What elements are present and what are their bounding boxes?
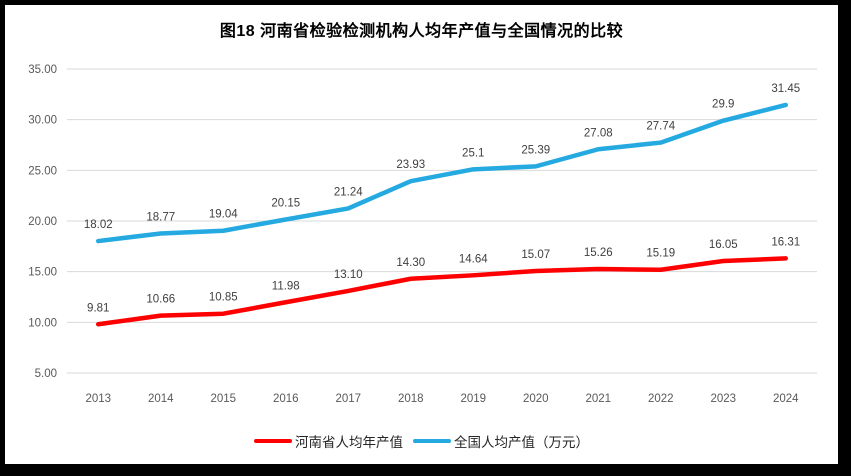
data-label: 27.74 (646, 121, 675, 133)
data-label: 14.30 (396, 257, 425, 269)
y-axis-tick-label: 5.00 (35, 368, 57, 380)
legend-item-national: 全国人均产值（万元） (413, 431, 589, 451)
x-axis-tick-label: 2018 (398, 393, 424, 405)
chart-title: 图18 河南省检验检测机构人均年产值与全国情况的比较 (219, 23, 624, 40)
series-line-1 (96, 102, 788, 244)
data-label: 15.07 (521, 249, 550, 261)
chart-legend: 河南省人均年产值 全国人均产值（万元） (5, 431, 838, 451)
x-axis-tick-label: 2013 (85, 393, 111, 405)
y-axis-tick-label: 20.00 (28, 216, 57, 228)
x-axis-tick-label: 2024 (773, 393, 799, 405)
y-axis-tick-label: 30.00 (28, 115, 57, 127)
x-axis-tick-label: 2020 (523, 393, 549, 405)
data-label: 20.15 (271, 197, 300, 209)
data-label: 13.10 (334, 269, 363, 281)
x-axis-tick-label: 2022 (648, 393, 674, 405)
x-axis-tick-label: 2016 (273, 393, 299, 405)
data-label: 19.04 (209, 209, 238, 221)
data-label: 9.81 (87, 302, 109, 314)
data-label: 18.77 (146, 211, 175, 223)
y-axis-tick-label: 10.00 (28, 317, 57, 329)
data-label: 27.08 (584, 127, 613, 139)
x-axis-tick-label: 2015 (210, 393, 236, 405)
x-axis-tick-label: 2023 (710, 393, 736, 405)
data-label: 15.26 (584, 247, 613, 259)
x-axis-tick-label: 2014 (148, 393, 174, 405)
data-label: 10.85 (209, 292, 238, 304)
y-axis-tick-label: 35.00 (28, 64, 57, 76)
legend-item-henan: 河南省人均年产值 (254, 431, 403, 451)
y-axis-tick-label: 25.00 (28, 165, 57, 177)
data-label: 25.1 (462, 147, 484, 159)
y-axis-tick-label: 15.00 (28, 267, 57, 279)
series-line-0 (96, 256, 788, 327)
legend-label-henan: 河南省人均年产值 (295, 435, 403, 450)
data-label: 16.05 (709, 239, 738, 251)
data-label: 25.39 (521, 144, 550, 156)
x-axis-tick-label: 2021 (585, 393, 611, 405)
x-axis-tick-label: 2017 (335, 393, 361, 405)
data-label: 15.19 (646, 248, 675, 260)
line-chart: 5.00 10.00 15.00 20.00 25.00 30.00 35.00 2013 20… (28, 64, 817, 405)
x-axis-tick-label: 2019 (460, 393, 486, 405)
data-label: 21.24 (334, 186, 363, 198)
legend-swatch-henan (254, 439, 292, 443)
data-label: 31.45 (771, 83, 800, 95)
data-label: 10.66 (146, 294, 175, 306)
data-label: 29.9 (712, 99, 734, 111)
data-label: 14.64 (459, 253, 488, 265)
legend-swatch-national (413, 439, 451, 443)
data-label: 16.31 (771, 236, 800, 248)
data-label: 11.98 (272, 280, 300, 292)
data-label: 23.93 (396, 159, 425, 171)
data-label: 18.02 (84, 219, 113, 231)
legend-label-national: 全国人均产值（万元） (454, 435, 589, 450)
